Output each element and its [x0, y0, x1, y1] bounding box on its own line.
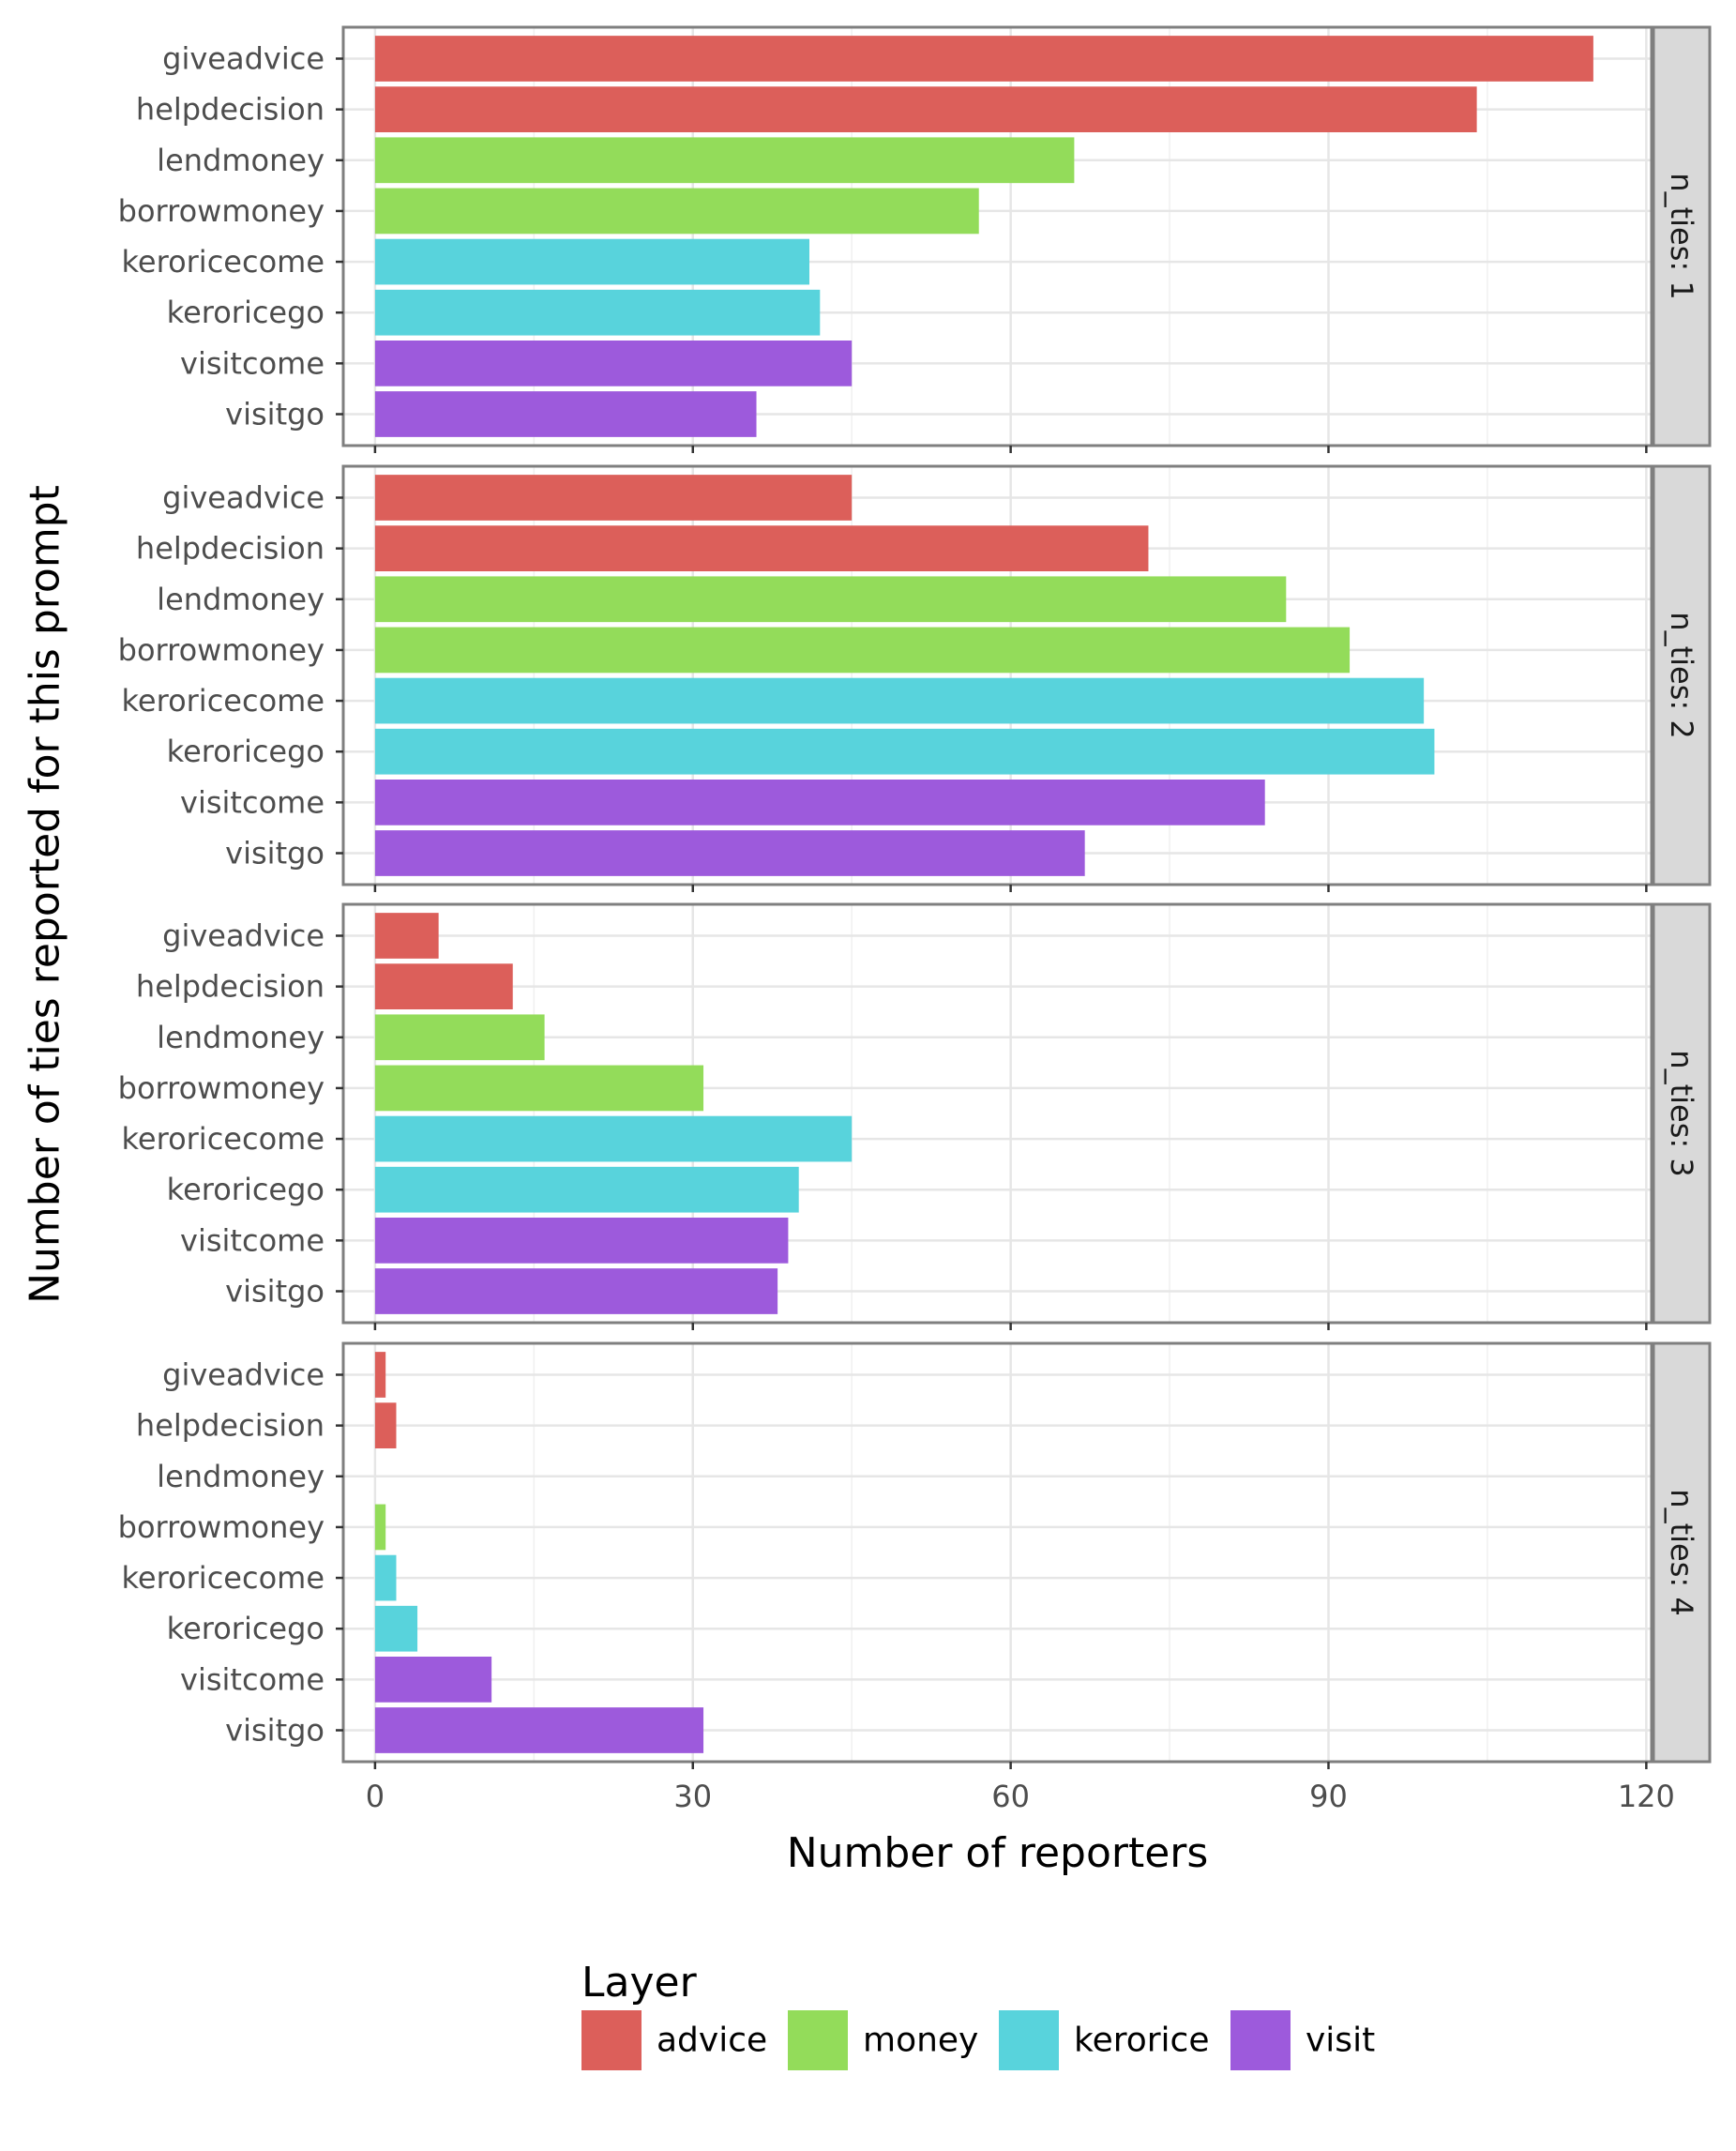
category-label: helpdecision	[136, 1408, 325, 1444]
category-label: keroricego	[167, 295, 325, 330]
category-label: visitcome	[180, 345, 325, 381]
panel-border	[341, 464, 1653, 886]
panel-border	[341, 902, 1653, 1325]
x-tick-label: 60	[991, 1779, 1030, 1814]
y-axis-title: Number of ties reported for this prompt	[22, 485, 69, 1304]
legend-key-kerorice	[999, 2010, 1059, 2070]
bar-giveadvice-facet-4	[374, 1352, 386, 1398]
bar-lendmoney-facet-2	[374, 576, 1287, 623]
category-label: helpdecision	[136, 531, 325, 567]
panel-border	[341, 1341, 1653, 1764]
category-label: lendmoney	[157, 582, 325, 617]
facet-strip-label: n_ties: 1	[1664, 173, 1699, 299]
facet-strip-label: n_ties: 4	[1664, 1489, 1699, 1615]
bar-visitcome-facet-4	[374, 1656, 492, 1703]
legend-label-kerorice: kerorice	[1074, 2022, 1210, 2060]
facet-strip-label: n_ties: 3	[1664, 1050, 1699, 1176]
category-label: visitgo	[225, 397, 325, 432]
panel-background	[343, 1343, 1652, 1762]
bar-borrowmoney-facet-4	[374, 1504, 386, 1551]
bar-keroricego-facet-2	[374, 728, 1435, 775]
legend-key-advice	[581, 2010, 642, 2070]
category-label: giveadvice	[162, 480, 325, 516]
bar-visitcome-facet-2	[374, 779, 1265, 826]
category-label: visitcome	[180, 1222, 325, 1258]
facet-strip	[1652, 902, 1712, 1325]
bar-keroricego-facet-1	[374, 289, 821, 336]
x-tick-label: 30	[673, 1779, 712, 1814]
facet-strip-label: n_ties: 2	[1664, 612, 1699, 738]
bar-visitcome-facet-3	[374, 1217, 789, 1264]
bar-keroricego-facet-3	[374, 1166, 799, 1213]
bar-visitcome-facet-1	[374, 340, 853, 386]
bar-helpdecision-facet-3	[374, 963, 513, 1010]
legend-key-money	[788, 2010, 848, 2070]
bar-giveadvice-facet-3	[374, 913, 439, 959]
category-label: visitgo	[225, 1274, 325, 1310]
category-label: giveadvice	[162, 1357, 325, 1393]
category-label: keroricecome	[122, 683, 325, 719]
bar-keroricecome-facet-2	[374, 677, 1425, 724]
legend-key-visit	[1230, 2010, 1291, 2070]
category-label: giveadvice	[162, 918, 325, 954]
bar-lendmoney-facet-3	[374, 1014, 545, 1061]
x-tick-label: 90	[1309, 1779, 1348, 1814]
category-label: visitcome	[180, 1661, 325, 1697]
category-label: lendmoney	[157, 1459, 325, 1494]
facet-strip	[1652, 464, 1712, 886]
bar-helpdecision-facet-2	[374, 525, 1149, 572]
bar-keroricecome-facet-4	[374, 1554, 397, 1601]
category-label: borrowmoney	[118, 193, 325, 229]
bar-borrowmoney-facet-1	[374, 188, 979, 235]
category-label: keroricecome	[122, 244, 325, 280]
bar-visitgo-facet-2	[374, 830, 1085, 876]
category-label: keroricego	[167, 734, 325, 769]
facet-strip	[1652, 1341, 1712, 1764]
category-label: borrowmoney	[118, 632, 325, 668]
category-label: lendmoney	[157, 1020, 325, 1055]
category-label: visitgo	[225, 1713, 325, 1749]
category-label: keroricego	[167, 1172, 325, 1207]
bar-keroricecome-facet-1	[374, 238, 810, 285]
bar-helpdecision-facet-4	[374, 1402, 397, 1449]
category-label: lendmoney	[157, 143, 325, 178]
bar-keroricego-facet-4	[374, 1605, 418, 1652]
x-tick-label: 120	[1618, 1779, 1675, 1814]
category-label: borrowmoney	[118, 1509, 325, 1545]
panel-border	[341, 25, 1653, 447]
bar-visitgo-facet-1	[374, 391, 757, 437]
category-label: helpdecision	[136, 969, 325, 1005]
category-label: visitgo	[225, 836, 325, 871]
category-label: keroricecome	[122, 1560, 325, 1596]
bar-visitgo-facet-4	[374, 1707, 704, 1753]
legend-label-money: money	[863, 2022, 978, 2060]
category-label: giveadvice	[162, 41, 325, 77]
bar-giveadvice-facet-2	[374, 475, 853, 521]
bar-helpdecision-facet-1	[374, 86, 1477, 133]
bar-lendmoney-facet-1	[374, 137, 1075, 184]
category-label: visitcome	[180, 784, 325, 820]
legend-title: Layer	[581, 1959, 698, 2007]
x-tick-label: 0	[366, 1779, 385, 1814]
bar-keroricecome-facet-3	[374, 1115, 853, 1162]
bar-borrowmoney-facet-3	[374, 1065, 704, 1112]
x-axis-title: Number of reporters	[787, 1829, 1209, 1877]
category-label: helpdecision	[136, 92, 325, 128]
legend-label-advice: advice	[657, 2022, 767, 2060]
facet-strip	[1652, 25, 1712, 447]
bar-visitgo-facet-3	[374, 1268, 778, 1314]
legend-label-visit: visit	[1306, 2022, 1375, 2060]
bar-giveadvice-facet-1	[374, 36, 1593, 82]
category-label: keroricego	[167, 1611, 325, 1646]
category-label: keroricecome	[122, 1121, 325, 1157]
category-label: borrowmoney	[118, 1070, 325, 1106]
bar-borrowmoney-facet-2	[374, 627, 1351, 674]
